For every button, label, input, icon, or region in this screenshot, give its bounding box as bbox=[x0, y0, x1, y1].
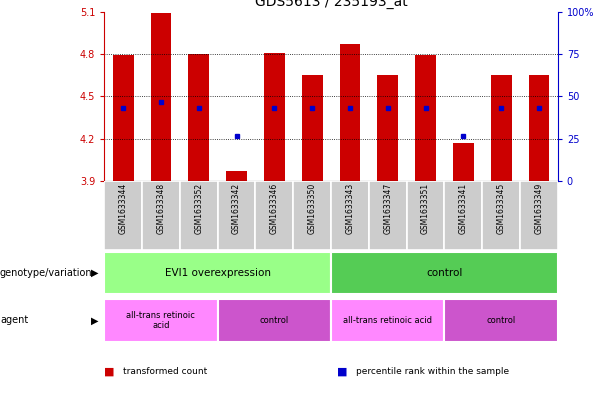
Bar bbox=[151, 13, 171, 181]
Text: control: control bbox=[426, 268, 463, 278]
Text: ▶: ▶ bbox=[91, 268, 99, 278]
Bar bbox=[415, 55, 436, 181]
Bar bbox=[340, 44, 360, 181]
Text: ■: ■ bbox=[104, 366, 115, 376]
Text: control: control bbox=[487, 316, 516, 325]
Text: GSM1633350: GSM1633350 bbox=[308, 183, 317, 234]
Text: GSM1633343: GSM1633343 bbox=[345, 183, 354, 234]
Bar bbox=[113, 55, 134, 181]
Bar bbox=[104, 252, 331, 294]
Text: genotype/variation: genotype/variation bbox=[0, 268, 93, 278]
Bar bbox=[378, 75, 398, 181]
Text: EVI1 overexpression: EVI1 overexpression bbox=[165, 268, 270, 278]
Bar bbox=[226, 171, 247, 181]
Bar bbox=[218, 299, 331, 342]
Text: GSM1633346: GSM1633346 bbox=[270, 183, 279, 234]
Bar bbox=[444, 299, 558, 342]
Text: GSM1633352: GSM1633352 bbox=[194, 183, 204, 234]
Bar bbox=[331, 252, 558, 294]
Text: GSM1633348: GSM1633348 bbox=[156, 183, 166, 234]
Text: GSM1633347: GSM1633347 bbox=[383, 183, 392, 234]
Bar bbox=[369, 181, 406, 250]
Text: GSM1633345: GSM1633345 bbox=[497, 183, 506, 234]
Bar bbox=[331, 299, 444, 342]
Title: GDS5613 / 235193_at: GDS5613 / 235193_at bbox=[254, 0, 408, 9]
Text: GSM1633349: GSM1633349 bbox=[535, 183, 544, 234]
Text: agent: agent bbox=[0, 315, 28, 325]
Bar bbox=[188, 54, 209, 181]
Bar bbox=[180, 181, 218, 250]
Bar bbox=[302, 75, 322, 181]
Bar bbox=[453, 143, 474, 181]
Bar bbox=[104, 299, 218, 342]
Text: control: control bbox=[260, 316, 289, 325]
Bar bbox=[264, 53, 284, 181]
Text: percentile rank within the sample: percentile rank within the sample bbox=[356, 367, 509, 376]
Text: GSM1633342: GSM1633342 bbox=[232, 183, 241, 234]
Bar bbox=[491, 75, 511, 181]
Bar bbox=[256, 181, 293, 250]
Bar bbox=[520, 181, 558, 250]
Text: all-trans retinoic acid: all-trans retinoic acid bbox=[343, 316, 432, 325]
Bar bbox=[142, 181, 180, 250]
Text: GSM1633341: GSM1633341 bbox=[459, 183, 468, 234]
Bar bbox=[406, 181, 444, 250]
Text: GSM1633344: GSM1633344 bbox=[118, 183, 128, 234]
Bar bbox=[104, 181, 142, 250]
Bar bbox=[331, 181, 369, 250]
Text: transformed count: transformed count bbox=[123, 367, 207, 376]
Text: GSM1633351: GSM1633351 bbox=[421, 183, 430, 234]
Text: all-trans retinoic
acid: all-trans retinoic acid bbox=[126, 310, 196, 330]
Text: ■: ■ bbox=[337, 366, 348, 376]
Bar bbox=[444, 181, 482, 250]
Bar bbox=[218, 181, 256, 250]
Bar bbox=[528, 75, 549, 181]
Text: ▶: ▶ bbox=[91, 315, 99, 325]
Bar bbox=[293, 181, 331, 250]
Bar bbox=[482, 181, 520, 250]
